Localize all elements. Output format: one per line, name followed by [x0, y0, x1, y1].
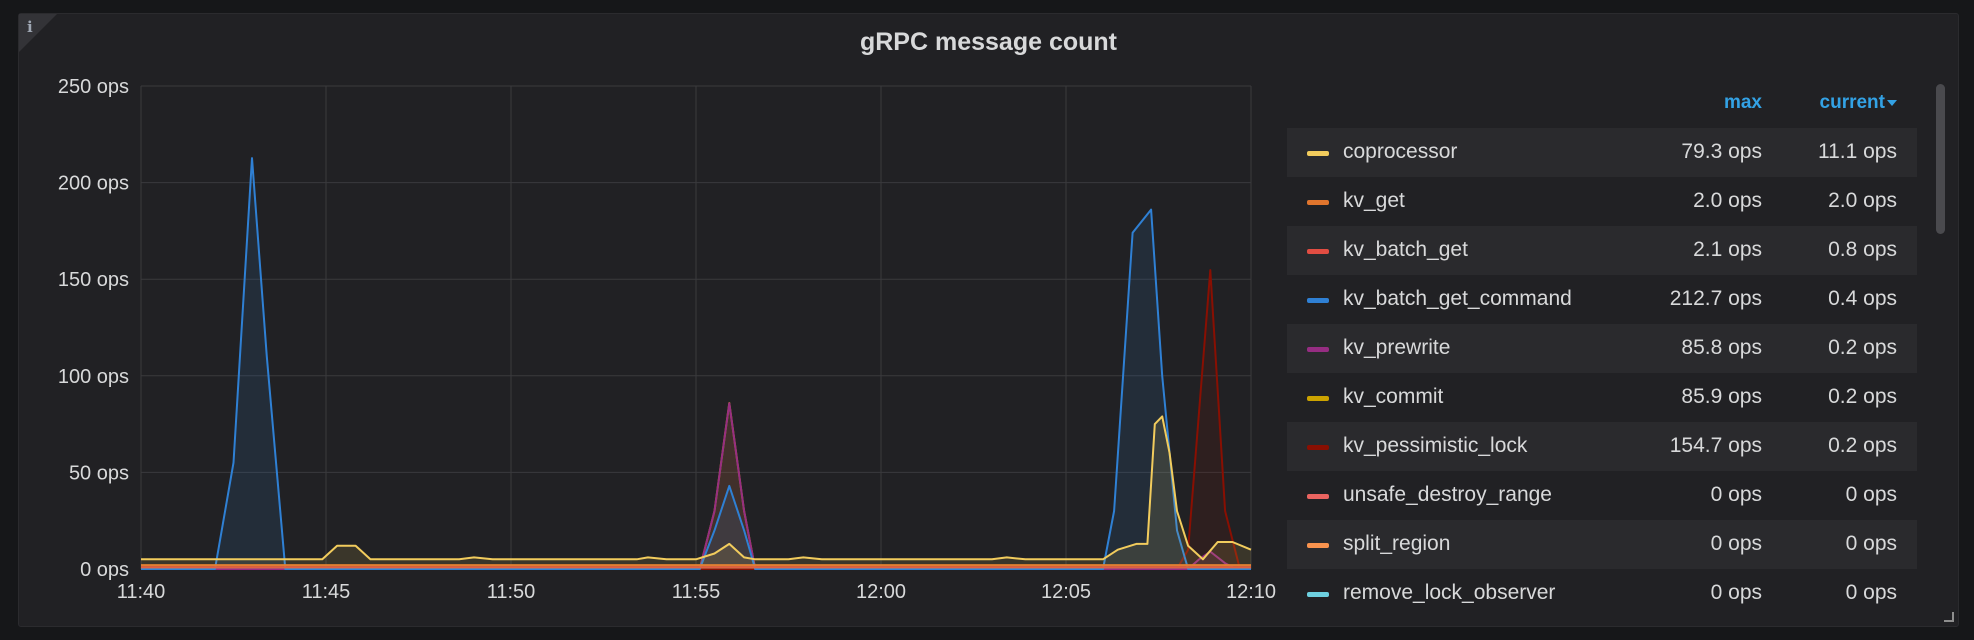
chart-axes: 0 ops 50 ops 100 ops 150 ops 200 ops 250 ops 1… [58, 76, 1276, 603]
y-tick-label: 50 ops [69, 462, 129, 484]
legend-swatch[interactable] [1307, 200, 1329, 205]
legend-max-value: 212.7 ops [1669, 287, 1762, 310]
legend-current-value: 0 ops [1845, 483, 1897, 506]
legend-rows: coprocessor 79.3 ops 11.1 ops kv_get 2.0 ops… [1287, 128, 1917, 618]
legend-row-split_region[interactable]: split_region 0 ops 0 ops [1287, 520, 1917, 569]
x-tick-label: 12:10 [1226, 581, 1276, 603]
y-tick-label: 200 ops [58, 173, 129, 195]
x-tick-label: 11:40 [117, 581, 166, 603]
chart-grid [140, 85, 1252, 570]
chart-series [141, 157, 1252, 570]
legend-swatch[interactable] [1307, 396, 1329, 401]
legend-row-unsafe_destroy_range[interactable]: unsafe_destroy_range 0 ops 0 ops [1287, 471, 1917, 520]
legend-swatch[interactable] [1307, 347, 1329, 352]
x-tick-label: 11:50 [487, 581, 536, 603]
legend-max-value: 2.0 ops [1693, 189, 1762, 212]
legend-col-max[interactable]: max [1723, 92, 1762, 113]
panel-info-corner[interactable] [19, 14, 57, 52]
legend-swatch[interactable] [1307, 445, 1329, 450]
legend-current-value: 0.2 ops [1828, 434, 1897, 457]
x-tick-label: 11:55 [672, 581, 721, 603]
legend-row-kv_pessimistic_lock[interactable]: kv_pessimistic_lock 154.7 ops 0.2 ops [1287, 422, 1917, 471]
legend-series-name[interactable]: kv_pessimistic_lock [1343, 434, 1528, 457]
legend-row-kv_prewrite[interactable]: kv_prewrite 85.8 ops 0.2 ops [1287, 324, 1917, 373]
legend-series-name[interactable]: split_region [1343, 532, 1451, 555]
legend-table: max current coprocessor 79.3 ops 11.1 ops k… [1287, 76, 1937, 621]
legend-current-value: 0.4 ops [1828, 287, 1897, 310]
legend-swatch[interactable] [1307, 494, 1329, 499]
legend-max-value: 79.3 ops [1681, 140, 1762, 163]
legend-series-name[interactable]: remove_lock_observer [1343, 581, 1556, 604]
legend-max-value: 0 ops [1710, 581, 1762, 604]
legend-current-value: 0 ops [1845, 532, 1897, 555]
legend-row-kv_commit[interactable]: kv_commit 85.9 ops 0.2 ops [1287, 373, 1917, 422]
legend-col-current-label: current [1819, 92, 1885, 113]
chart-plot[interactable]: 0 ops 50 ops 100 ops 150 ops 200 ops 250 ops 1… [19, 14, 1279, 614]
legend-col-current[interactable]: current [1820, 92, 1897, 114]
series-area-kv_batch_get_command [141, 158, 1251, 569]
legend-current-value: 0.2 ops [1828, 385, 1897, 408]
legend-swatch[interactable] [1307, 249, 1329, 254]
legend-current-value: 0 ops [1845, 581, 1897, 604]
legend-row-coprocessor[interactable]: coprocessor 79.3 ops 11.1 ops [1287, 128, 1917, 177]
resize-handle-icon[interactable] [1944, 612, 1954, 622]
legend-header: max current [1287, 92, 1917, 116]
legend-max-value: 85.9 ops [1681, 385, 1762, 408]
legend-swatch[interactable] [1307, 592, 1329, 597]
legend-series-name[interactable]: kv_commit [1343, 385, 1444, 408]
legend-swatch[interactable] [1307, 151, 1329, 156]
info-icon[interactable]: i [27, 18, 33, 36]
legend-series-name[interactable]: kv_batch_get [1343, 238, 1468, 261]
legend-max-value: 2.1 ops [1693, 238, 1762, 261]
legend-current-value: 2.0 ops [1828, 189, 1897, 212]
legend-max-value: 85.8 ops [1681, 336, 1762, 359]
y-tick-label: 0 ops [80, 559, 129, 581]
legend-max-value: 0 ops [1710, 532, 1762, 555]
legend-current-value: 0.8 ops [1828, 238, 1897, 261]
series-line-coprocessor [141, 415, 1252, 561]
x-tick-label: 12:05 [1041, 581, 1091, 603]
x-tick-label: 11:45 [302, 581, 351, 603]
sort-caret-icon [1887, 99, 1897, 106]
legend-current-value: 11.1 ops [1817, 140, 1897, 163]
series-area-coprocessor [141, 416, 1251, 569]
legend-max-value: 154.7 ops [1669, 434, 1762, 457]
legend-series-name[interactable]: coprocessor [1343, 140, 1458, 163]
legend-series-name[interactable]: kv_batch_get_command [1343, 287, 1572, 310]
y-tick-label: 250 ops [58, 76, 129, 98]
y-tick-label: 100 ops [58, 366, 129, 388]
legend-scrollbar[interactable] [1936, 84, 1945, 234]
legend-series-name[interactable]: kv_prewrite [1343, 336, 1451, 359]
legend-row-kv_batch_get[interactable]: kv_batch_get 2.1 ops 0.8 ops [1287, 226, 1917, 275]
panel-title[interactable]: gRPC message count [859, 28, 1117, 56]
legend-row-kv_get[interactable]: kv_get 2.0 ops 2.0 ops [1287, 177, 1917, 226]
x-tick-label: 12:00 [856, 581, 906, 603]
legend-current-value: 0.2 ops [1828, 336, 1897, 359]
legend-row-remove_lock_observer[interactable]: remove_lock_observer 0 ops 0 ops [1287, 569, 1917, 618]
legend-row-kv_batch_get_command[interactable]: kv_batch_get_command 212.7 ops 0.4 ops [1287, 275, 1917, 324]
legend-series-name[interactable]: unsafe_destroy_range [1343, 483, 1552, 506]
y-tick-label: 150 ops [58, 269, 129, 291]
legend-max-value: 0 ops [1710, 483, 1762, 506]
series-line-kv_batch_get_command [141, 157, 1251, 570]
legend-swatch[interactable] [1307, 543, 1329, 548]
legend-series-name[interactable]: kv_get [1343, 189, 1405, 212]
legend-swatch[interactable] [1307, 298, 1329, 303]
graph-panel: i gRPC message count 0 ops 50 ops 100 ops 1… [18, 13, 1959, 627]
